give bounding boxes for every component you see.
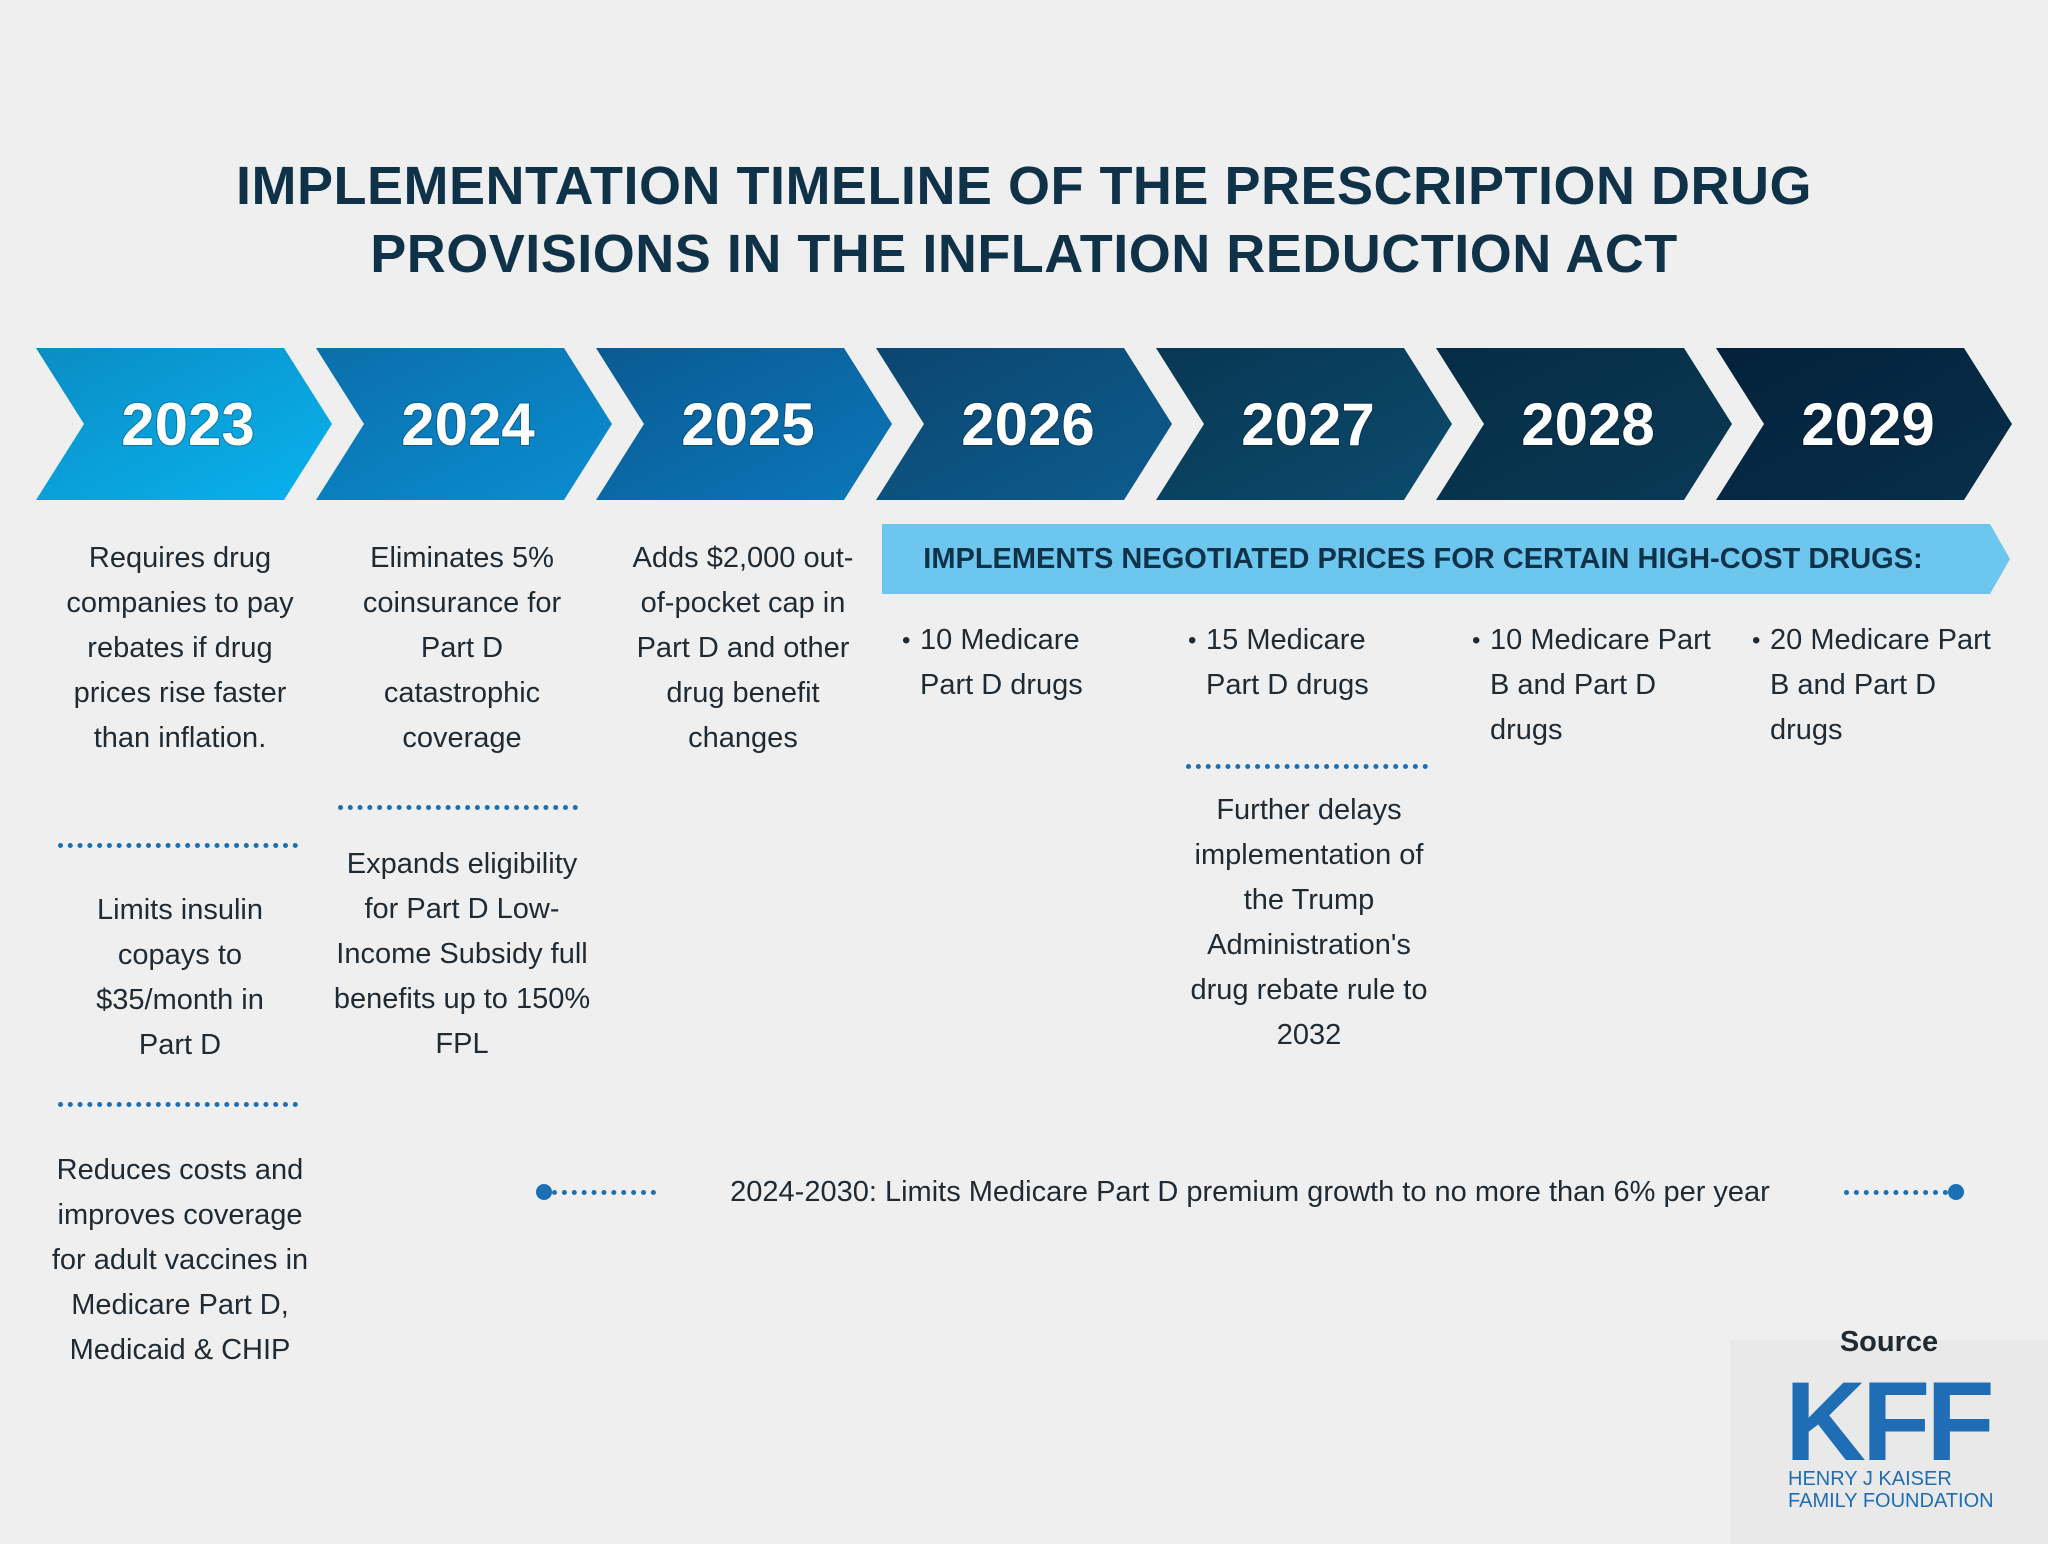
year-label-2025: 2025 — [681, 391, 814, 458]
banner-text: IMPLEMENTS NEGOTIATED PRICES FOR CERTAIN… — [923, 543, 1923, 575]
chevron-2025 — [596, 348, 892, 500]
kff-logo: KFF — [1785, 1359, 1995, 1484]
chevron-2028 — [1436, 348, 1732, 500]
col-2023-item-3: Reduces costs and improves coverage for … — [51, 1154, 309, 1366]
year-label-2024: 2024 — [401, 391, 535, 458]
page-title: IMPLEMENTATION TIMELINE OF THE PRESCRIPT… — [0, 152, 2048, 288]
premium-growth-range: 2024-2030: Limits Medicare Part D premiu… — [730, 1176, 1770, 1208]
chevron-2023 — [36, 348, 332, 500]
col-2024-item-2: Expands eligibility for Part D Low-Incom… — [333, 848, 591, 1060]
separator-2027 — [1186, 764, 1428, 769]
source-label: Source — [1839, 1326, 1939, 1358]
negotiated-2026: 10 Medicare Part D drugs — [902, 618, 1120, 708]
kff-name: HENRY J KAISER FAMILY FOUNDATION — [1788, 1468, 1994, 1512]
chevron-2024 — [316, 348, 612, 500]
col-2024-item-1: Eliminates 5% coinsurance for Part D cat… — [362, 542, 562, 754]
negotiated-2029: 20 Medicare Part B and Part D drugs — [1752, 618, 2010, 753]
title-line-1: IMPLEMENTATION TIMELINE OF THE PRESCRIPT… — [236, 156, 1812, 216]
title-line-2: PROVISIONS IN THE INFLATION REDUCTION AC… — [370, 224, 1678, 284]
year-label-2028: 2028 — [1521, 391, 1654, 458]
negotiated-2027: 15 Medicare Part D drugs — [1188, 618, 1406, 708]
chevron-2027 — [1156, 348, 1452, 500]
chevron-2026 — [876, 348, 1172, 500]
year-label-2027: 2027 — [1241, 391, 1374, 458]
range-line-right — [1844, 1190, 1948, 1195]
range-line-left — [552, 1190, 656, 1195]
range-end-dot — [1948, 1184, 1964, 1200]
kff-name-line-1: HENRY J KAISER — [1788, 1468, 1952, 1490]
negotiated-prices-banner — [882, 524, 2010, 594]
separator-2024 — [338, 805, 578, 810]
year-label-2029: 2029 — [1801, 391, 1934, 458]
negotiated-2028: 10 Medicare Part B and Part D drugs — [1472, 618, 1730, 753]
separator-2023-2 — [58, 1102, 298, 1107]
year-label-2026: 2026 — [961, 391, 1094, 458]
range-start-dot — [536, 1184, 552, 1200]
kff-name-line-2: FAMILY FOUNDATION — [1788, 1490, 1994, 1512]
separator-2023-1 — [58, 843, 298, 848]
col-2025-item-1: Adds $2,000 out-of-pocket cap in Part D … — [632, 542, 854, 754]
col-2027-item-2: Further delays implementation of the Tru… — [1190, 794, 1428, 1051]
col-2023-item-2: Limits insulin copays to $35/month in Pa… — [96, 894, 264, 1061]
chevron-2029 — [1716, 348, 2012, 500]
source-box — [1730, 1340, 2048, 1544]
year-label-2023: 2023 — [121, 391, 254, 458]
col-2023-item-1: Requires drug companies to pay rebates i… — [66, 542, 294, 754]
